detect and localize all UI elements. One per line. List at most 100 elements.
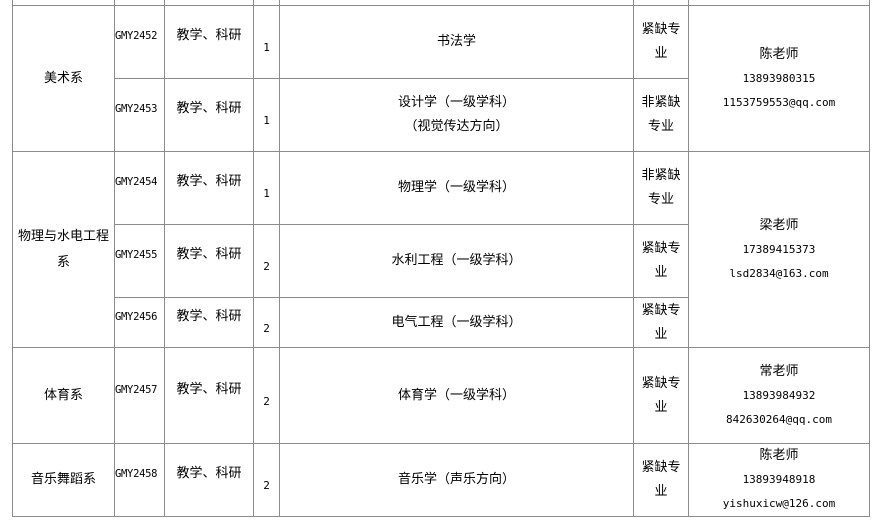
major-line: 音乐学（声乐方向）	[397, 472, 515, 487]
position-code: GMY2457	[115, 383, 158, 396]
contact-phone: 17389415373	[742, 242, 816, 256]
department-cell: 美术系	[12, 5, 115, 152]
position-type-cell: 教学、科研	[164, 224, 254, 298]
major-cell: 物理学（一级学科）	[279, 151, 634, 225]
department-cell: 音乐舞蹈系	[12, 443, 115, 517]
position-code: GMY2452	[115, 30, 158, 42]
category-cell: 紧缺专业	[633, 297, 689, 348]
headcount-cell: 1	[253, 78, 280, 152]
headcount: 1	[263, 41, 270, 54]
category-cell: 非紧缺 专业	[633, 151, 689, 225]
contact-phone: 13893948918	[742, 473, 816, 486]
category-line: 紧缺专	[641, 22, 681, 37]
position-code: GMY2456	[115, 310, 158, 323]
department-name: 美术系	[43, 70, 83, 86]
position-type: 教学、科研	[176, 381, 242, 397]
major-line: 书法学	[436, 34, 476, 49]
contact-email: 1153759553@qq.com	[722, 95, 836, 109]
contact-phone: 13893980315	[742, 71, 816, 85]
headcount-cell: 1	[253, 151, 280, 225]
position-code-cell: GMY2456	[114, 297, 165, 348]
headcount-cell: 2	[253, 224, 280, 298]
headcount: 1	[263, 114, 270, 127]
contact-name: 梁老师	[759, 217, 799, 233]
category-line: 紧缺专	[641, 460, 681, 475]
contact-name: 陈老师	[759, 448, 799, 463]
headcount-cell: 2	[253, 347, 280, 444]
major-cell: 体育学（一级学科）	[279, 347, 634, 444]
contact-email: yishuxicw@126.com	[722, 497, 836, 510]
headcount: 2	[263, 394, 270, 408]
major-cell: 电气工程（一级学科）	[279, 297, 634, 348]
position-type: 教学、科研	[176, 308, 242, 324]
category-line: 业	[654, 484, 668, 499]
major-line: 设计学（一级学科）	[397, 95, 515, 110]
category-line: 专业	[647, 192, 674, 207]
headcount-cell: 2	[253, 443, 280, 517]
headcount-cell: 1	[253, 5, 280, 79]
position-type: 教学、科研	[176, 28, 242, 43]
headcount: 2	[263, 479, 270, 492]
position-type-cell: 教学、科研	[164, 297, 254, 348]
position-type-cell: 教学、科研	[164, 347, 254, 444]
department-name: 音乐舞蹈系	[30, 472, 96, 487]
category-cell: 紧缺专业	[633, 347, 689, 444]
position-code-cell: GMY2457	[114, 347, 165, 444]
headcount: 2	[263, 260, 270, 273]
major-line: （视觉传达方向）	[404, 119, 509, 134]
major-cell: 书法学	[279, 5, 634, 79]
position-code-cell: GMY2452	[114, 5, 165, 79]
headcount: 2	[263, 321, 270, 335]
position-type: 教学、科研	[176, 247, 242, 262]
position-code: GMY2458	[115, 468, 158, 480]
category-line: 业	[654, 399, 668, 415]
position-code-cell: GMY2455	[114, 224, 165, 298]
major-line: 物理学（一级学科）	[397, 180, 515, 195]
contact-name: 常老师	[759, 363, 799, 379]
position-code-cell: GMY2458	[114, 443, 165, 517]
major-line: 电气工程（一级学科）	[391, 314, 522, 330]
category-line: 非紧缺	[641, 168, 681, 183]
position-type: 教学、科研	[176, 101, 242, 116]
position-code-cell: GMY2454	[114, 151, 165, 225]
category-cell: 紧缺专业	[633, 443, 689, 517]
position-type: 教学、科研	[176, 174, 242, 189]
major-cell: 水利工程（一级学科）	[279, 224, 634, 298]
category-line: 专业	[647, 119, 674, 134]
department-name: 体育系	[43, 387, 83, 403]
major-cell: 音乐学（声乐方向）	[279, 443, 634, 517]
position-code: GMY2454	[115, 176, 158, 188]
headcount-cell: 2	[253, 297, 280, 348]
category-cell: 紧缺专业	[633, 224, 689, 298]
category-line: 紧缺专	[641, 375, 681, 391]
department-cell: 物理与水电工程系	[12, 151, 115, 348]
major-line: 体育学（一级学科）	[397, 387, 515, 403]
category-line: 业	[654, 265, 668, 280]
headcount: 1	[263, 187, 270, 200]
contact-email: 842630264@qq.com	[726, 412, 832, 426]
contact-cell: 梁老师 17389415373 lsd2834@163.com	[688, 151, 870, 348]
contact-cell: 陈老师 13893948918 yishuxicw@126.com	[688, 443, 870, 517]
position-type-cell: 教学、科研	[164, 5, 254, 79]
position-type-cell: 教学、科研	[164, 78, 254, 152]
position-type-cell: 教学、科研	[164, 443, 254, 517]
department-name: 物理与水电工程系	[17, 228, 109, 270]
category-line: 业	[654, 326, 668, 342]
contact-cell: 常老师 13893984932 842630264@qq.com	[688, 347, 870, 444]
category-cell: 紧缺专业	[633, 5, 689, 79]
category-line: 非紧缺	[641, 95, 681, 110]
contact-cell: 陈老师 13893980315 1153759553@qq.com	[688, 5, 870, 152]
category-line: 紧缺专	[641, 241, 681, 256]
department-cell: 体育系	[12, 347, 115, 444]
contact-phone: 13893984932	[742, 388, 816, 402]
major-line: 水利工程（一级学科）	[391, 253, 522, 268]
category-cell: 非紧缺 专业	[633, 78, 689, 152]
position-code-cell: GMY2453	[114, 78, 165, 152]
position-code: GMY2453	[115, 103, 158, 115]
contact-name: 陈老师	[759, 46, 799, 62]
category-line: 紧缺专	[641, 302, 681, 318]
position-type: 教学、科研	[176, 466, 242, 481]
major-cell: 设计学（一级学科） （视觉传达方向）	[279, 78, 634, 152]
contact-email: lsd2834@163.com	[729, 266, 829, 280]
position-code: GMY2455	[115, 249, 158, 261]
